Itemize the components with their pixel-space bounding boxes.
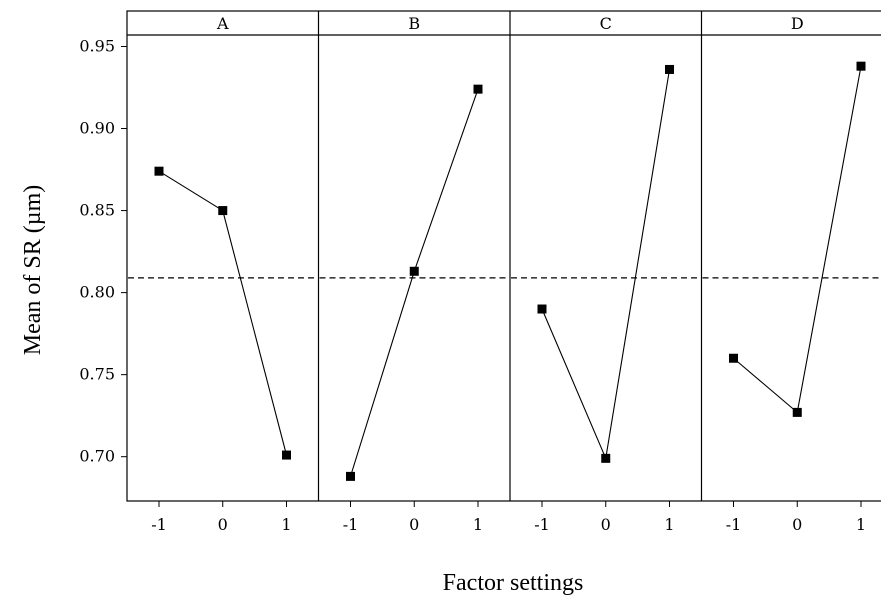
data-point xyxy=(729,353,738,363)
x-tick-label: 0 xyxy=(792,515,802,534)
panel-a: A -1 0 1 xyxy=(128,14,318,534)
x-tick-label: -1 xyxy=(726,515,742,534)
panel-c: C -1 0 1 xyxy=(509,11,701,534)
data-point xyxy=(792,407,802,417)
y-axis: 0.70 0.75 0.80 0.85 0.90 0.95 xyxy=(79,36,127,466)
x-tick-label: 0 xyxy=(218,515,228,534)
data-point xyxy=(154,166,164,176)
series-line xyxy=(349,88,479,477)
panel-label: C xyxy=(600,14,612,33)
panel-d: D -1 0 1 xyxy=(700,11,881,534)
series-line xyxy=(733,66,862,414)
x-tick-label: -1 xyxy=(343,515,359,534)
data-point xyxy=(473,84,483,94)
x-tick-label: 0 xyxy=(601,515,611,534)
y-tick-label: 0.80 xyxy=(79,283,115,302)
x-tick-label: 1 xyxy=(281,515,291,534)
y-tick-label: 0.90 xyxy=(79,119,115,138)
panel-label: A xyxy=(216,14,229,33)
data-point xyxy=(665,64,674,74)
y-tick-label: 0.85 xyxy=(79,201,115,220)
x-axis-title: Factor settings xyxy=(443,570,584,596)
panels-layer: A -1 0 1 B -1 0 1 C -1 0 1 D -1 0 1 xyxy=(126,10,881,534)
data-point xyxy=(218,206,228,216)
y-tick-label: 0.75 xyxy=(79,365,115,384)
y-tick-label: 0.95 xyxy=(79,36,115,55)
panel-b: B -1 0 1 xyxy=(317,11,509,534)
data-point xyxy=(282,450,291,460)
x-tick-label: -1 xyxy=(151,515,167,534)
series-line xyxy=(541,69,671,461)
x-tick-label: 1 xyxy=(664,515,674,534)
x-tick-label: 1 xyxy=(856,515,866,534)
data-point xyxy=(537,304,547,314)
panel-label: B xyxy=(408,14,420,33)
x-tick-label: 1 xyxy=(473,515,483,534)
data-point xyxy=(346,471,355,481)
data-point xyxy=(409,266,419,276)
plot-frame xyxy=(126,10,881,502)
x-tick-label: -1 xyxy=(534,515,550,534)
data-point xyxy=(856,61,866,71)
panel-label: D xyxy=(791,14,804,33)
x-tick-label: 0 xyxy=(409,515,419,534)
y-axis-title: Mean of SR (µm) xyxy=(20,185,46,355)
data-point xyxy=(601,453,611,463)
y-tick-label: 0.70 xyxy=(79,447,115,466)
